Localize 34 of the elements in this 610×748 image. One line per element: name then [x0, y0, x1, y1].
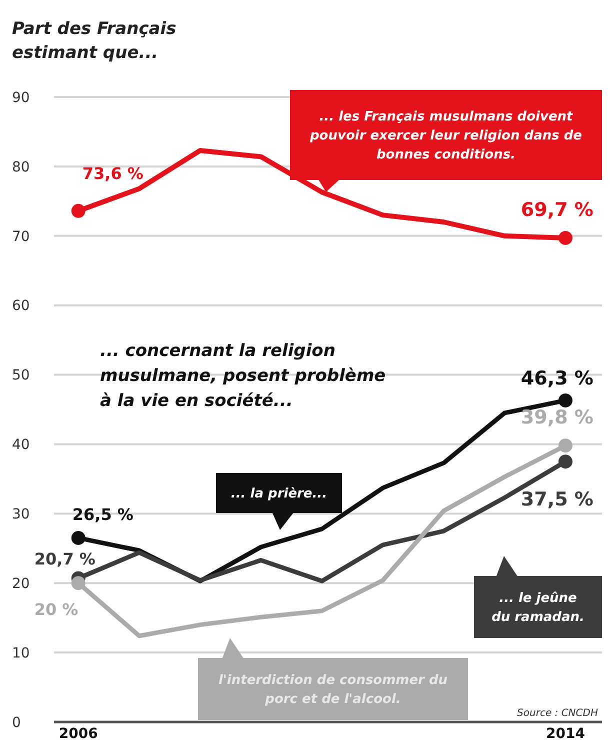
y-tick-label: 90 [12, 90, 30, 106]
y-tick-label: 20 [12, 576, 30, 592]
data-label: 46,3 % [520, 367, 594, 390]
point [558, 230, 572, 245]
data-label: 73,6 % [82, 164, 144, 183]
y-tick-label: 10 [12, 645, 30, 662]
y-tick-label: 50 [12, 368, 30, 384]
data-label: 20,7 % [34, 549, 96, 568]
y-tick-label: 30 [12, 506, 30, 523]
data-label: 39,8 % [520, 406, 594, 429]
annotation: ... concernant la religion musulmane, posent problème à la vie en société... [100, 341, 386, 411]
legend-label: l'interdiction de consommer du porc et de l'alcool. [218, 673, 448, 708]
data-label: 69,7 % [520, 198, 594, 221]
y-tick-label: 70 [12, 228, 30, 245]
point [558, 454, 572, 469]
data-label: 37,5 % [520, 488, 594, 511]
point [558, 393, 572, 408]
y-tick-label: 80 [12, 159, 30, 176]
series-label: ... la prière... [230, 486, 328, 502]
y-tick-label: 40 [12, 437, 30, 454]
point [71, 204, 86, 218]
y-tick-label: 60 [12, 298, 30, 314]
point [71, 576, 86, 590]
series-label: ... les Français musulmans doivent pouvoir exercer leur religion dans de bonnes conditions. [309, 110, 582, 163]
legend-label: ... le jeûne du ramadan. [492, 591, 584, 626]
point [558, 438, 572, 453]
chart-title: Part des Français estimant que... [12, 19, 176, 63]
data-label: 26,5 % [72, 504, 134, 524]
x-tick-label: 2006 [58, 726, 98, 742]
y-tick-label: 0 [12, 714, 21, 731]
point [71, 530, 86, 545]
x-tick-label: 2014 [546, 726, 586, 742]
data-label: 20 % [34, 600, 78, 620]
annotation: Source : CNCDH [517, 708, 598, 719]
